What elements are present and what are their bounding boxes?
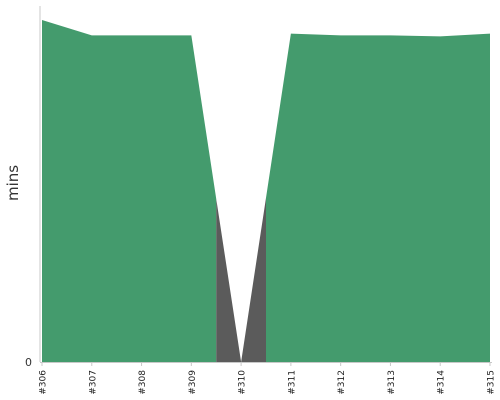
y-axis-title: mins [4,165,22,201]
x-tick-label-315: #315 [487,370,497,395]
x-tick-label-308: #308 [138,370,148,395]
x-tick-label-306: #306 [39,370,49,395]
axis-layer: 0 #306 #307 #308 #309 #310 #311 #312 #313 #314 #31… [25,6,497,395]
x-tick-label-313: #313 [387,370,397,395]
area-layer [42,20,490,363]
x-tick-label-307: #307 [88,370,98,395]
area-success-segment-2 [266,33,490,363]
area-failure-segment-310 [216,197,266,362]
x-tick-label-309: #309 [188,370,198,395]
y-tick-label-0: 0 [25,356,32,369]
x-tick-label-312: #312 [337,370,347,395]
label-layer: mins [4,165,22,201]
x-tick-label-310: #310 [238,370,248,395]
area-success-segment-1 [42,20,217,362]
x-tick-label-314: #314 [437,370,447,395]
x-tick-label-311: #311 [287,370,297,395]
